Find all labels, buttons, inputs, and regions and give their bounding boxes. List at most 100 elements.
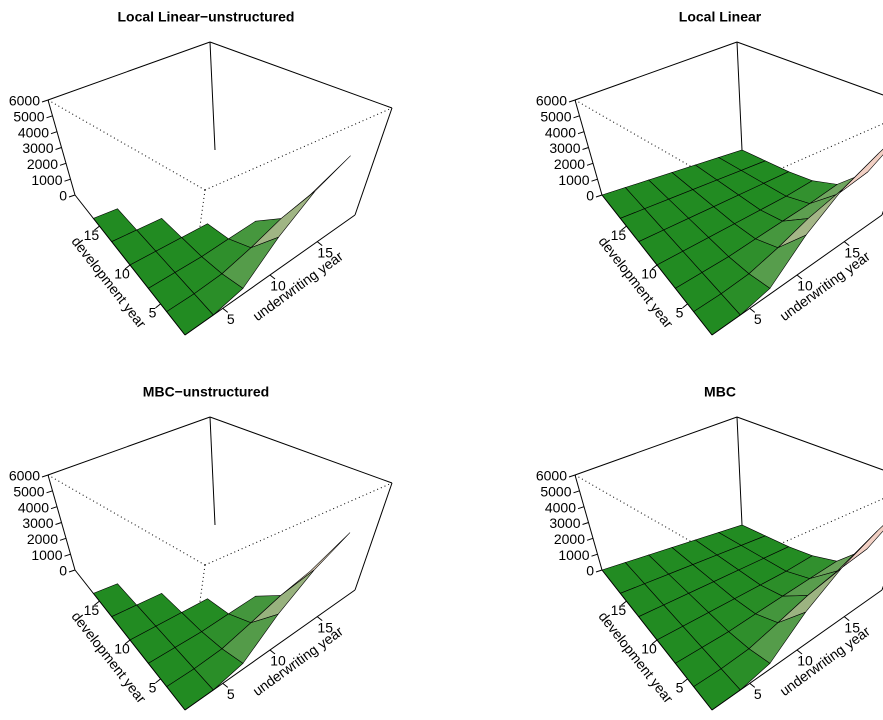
- surface-cell: [250, 190, 316, 249]
- x-tick: [749, 307, 756, 313]
- z-tick-label: 4000: [18, 124, 49, 140]
- box-edge: [574, 416, 738, 476]
- z-tick-label: 2000: [27, 531, 58, 547]
- box-edge: [184, 189, 206, 336]
- y-tick-label: 5: [149, 305, 157, 321]
- x-tick: [796, 274, 803, 280]
- z-tick-label: 0: [59, 563, 67, 579]
- box-edge: [204, 482, 393, 566]
- y-tick: [124, 639, 131, 645]
- z-tick: [595, 569, 603, 573]
- z-tick-label: 4000: [545, 499, 576, 515]
- z-tick-label: 6000: [9, 468, 40, 484]
- z-tick: [586, 162, 594, 166]
- z-tick: [59, 537, 67, 541]
- z-tick: [568, 99, 576, 103]
- z-tick: [68, 569, 76, 573]
- chart-title: Local Linear: [679, 9, 762, 25]
- z-tick: [582, 522, 589, 525]
- z-tick: [568, 474, 576, 478]
- z-tick: [64, 178, 71, 182]
- chart-title: MBC−unstructured: [143, 384, 269, 400]
- box-edge: [184, 564, 206, 711]
- z-tick: [50, 131, 58, 135]
- z-tick: [573, 115, 580, 119]
- panel: MBC010002000300040005000600051015develop…: [536, 384, 883, 711]
- x-tick-label: 5: [754, 311, 762, 327]
- z-tick-label: 6000: [9, 93, 40, 109]
- x-tick-label: 5: [227, 686, 235, 702]
- x-tick-label: 15: [317, 244, 333, 260]
- z-tick: [577, 506, 585, 510]
- box-edge: [736, 416, 883, 471]
- z-tick-label: 5000: [540, 109, 571, 125]
- box-edge: [354, 107, 393, 216]
- y-tick-label: 15: [84, 227, 100, 243]
- z-tick: [591, 178, 598, 182]
- z-tick-label: 5000: [13, 484, 44, 500]
- z-tick-label: 2000: [554, 156, 585, 172]
- box-edge: [47, 474, 206, 566]
- z-tick: [586, 537, 594, 541]
- y-tick-label: 15: [611, 602, 627, 618]
- y-tick-label: 10: [641, 641, 657, 657]
- box-edge: [209, 416, 393, 484]
- x-tick-label: 10: [270, 278, 286, 294]
- z-tick: [46, 490, 53, 494]
- x-tick: [222, 307, 229, 313]
- x-tick: [749, 682, 756, 688]
- y-tick-label: 5: [149, 680, 157, 696]
- y-tick: [94, 225, 100, 231]
- x-axis-title: underwriting year: [777, 623, 874, 699]
- y-tick: [94, 600, 100, 606]
- y-tick: [155, 303, 161, 309]
- box-edge: [47, 41, 211, 101]
- z-tick: [55, 147, 62, 150]
- y-tick: [621, 225, 627, 231]
- y-tick: [621, 600, 627, 606]
- y-tick-label: 5: [676, 680, 684, 696]
- z-tick: [64, 553, 71, 557]
- x-tick-label: 15: [844, 619, 860, 635]
- box-edge: [209, 41, 393, 109]
- x-tick: [316, 616, 323, 622]
- box-edge: [736, 41, 883, 96]
- y-tick-label: 15: [84, 602, 100, 618]
- box-edge: [574, 41, 738, 101]
- box-edge: [209, 416, 216, 526]
- z-tick-label: 1000: [31, 172, 62, 188]
- x-axis-title: underwriting year: [250, 248, 347, 324]
- y-tick: [651, 264, 658, 270]
- x-tick-label: 10: [797, 278, 813, 294]
- z-tick: [68, 194, 76, 198]
- z-tick-label: 3000: [549, 140, 580, 156]
- z-tick-label: 0: [586, 563, 594, 579]
- y-tick: [651, 639, 658, 645]
- z-tick: [582, 147, 589, 150]
- x-tick-label: 5: [754, 686, 762, 702]
- y-tick: [155, 678, 161, 684]
- x-tick: [796, 649, 803, 655]
- z-tick-label: 6000: [536, 468, 567, 484]
- x-tick-label: 5: [227, 311, 235, 327]
- z-tick-label: 3000: [22, 140, 53, 156]
- box-edge: [47, 416, 211, 476]
- z-tick-label: 6000: [536, 93, 567, 109]
- y-tick: [124, 264, 131, 270]
- z-tick: [573, 490, 580, 494]
- z-tick: [41, 99, 49, 103]
- z-tick-label: 0: [586, 188, 594, 204]
- z-tick: [577, 131, 585, 135]
- y-tick-label: 10: [641, 266, 657, 282]
- z-tick-label: 1000: [558, 547, 589, 563]
- z-tick-label: 4000: [545, 124, 576, 140]
- z-tick: [595, 194, 603, 198]
- z-tick-label: 1000: [31, 547, 62, 563]
- x-tick: [269, 274, 276, 280]
- x-tick: [269, 649, 276, 655]
- y-tick-label: 15: [611, 227, 627, 243]
- z-tick: [50, 506, 58, 510]
- z-tick-label: 2000: [554, 531, 585, 547]
